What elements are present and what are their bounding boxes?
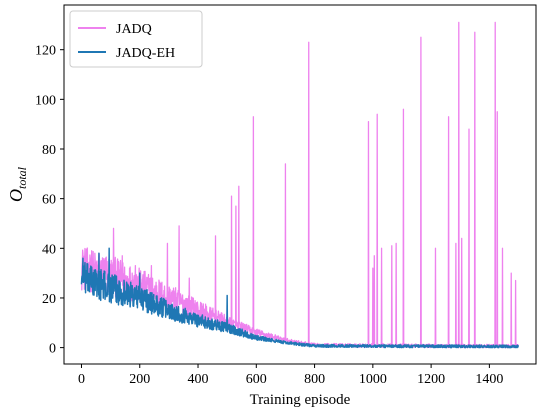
y-tick-label: 100	[35, 93, 56, 108]
y-tick-label: 40	[42, 242, 56, 257]
x-tick-label: 200	[129, 372, 150, 387]
y-tick-label: 20	[42, 292, 56, 307]
y-tick-label: 120	[35, 44, 56, 59]
y-tick-label: 0	[49, 342, 56, 357]
y-axis-label-main: O	[6, 189, 26, 202]
legend: JADQ JADQ-EH	[69, 10, 203, 68]
x-tick-label: 1000	[359, 372, 387, 387]
x-tick-label: 400	[188, 372, 209, 387]
y-axis-ticks: 0 20 40 60 80 100 120	[35, 44, 64, 357]
x-tick-label: 800	[304, 372, 325, 387]
legend-label: JADQ	[116, 22, 152, 37]
x-tick-label: 1200	[417, 372, 445, 387]
series-line-jadq-eh	[80, 247, 519, 349]
legend-label: JADQ-EH	[116, 46, 175, 61]
x-axis-label: Training episode	[250, 392, 351, 408]
y-axis-label-subscript: total	[15, 166, 29, 189]
y-tick-label: 60	[42, 193, 56, 208]
x-tick-label: 600	[246, 372, 267, 387]
axes-frame	[63, 4, 537, 365]
plot-area	[80, 21, 519, 349]
x-axis-ticks: 0 200 400 600 800 1000 1200 1400	[78, 364, 503, 387]
y-axis-label: Ototal	[6, 166, 29, 202]
x-tick-label: 0	[78, 372, 85, 387]
x-tick-label: 1400	[475, 372, 503, 387]
y-tick-label: 80	[42, 143, 56, 158]
